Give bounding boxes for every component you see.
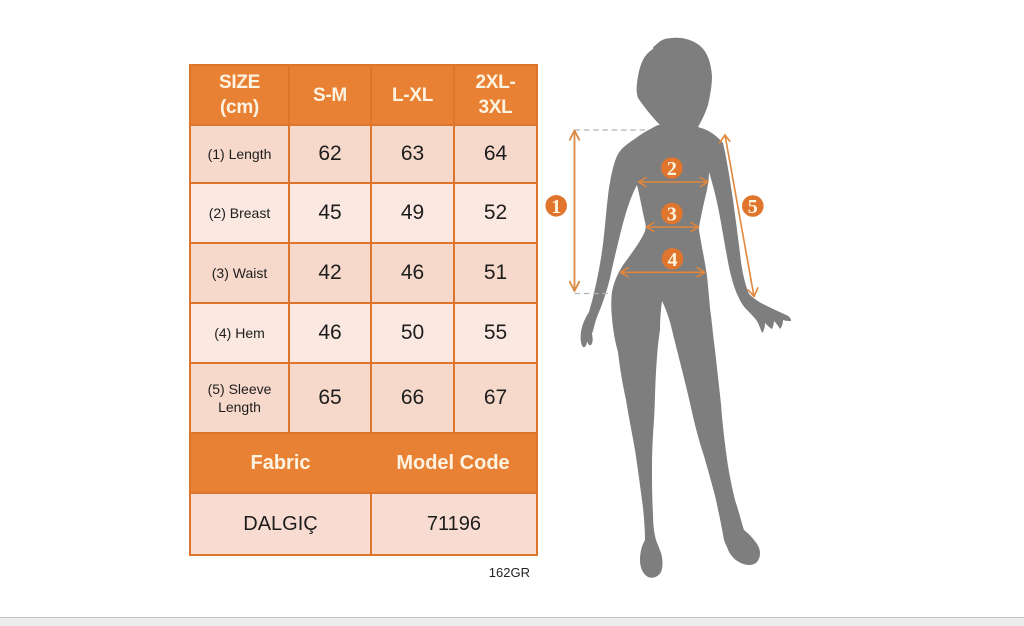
svg-text:3: 3 <box>667 204 677 226</box>
svg-text:2: 2 <box>667 158 677 180</box>
svg-text:4: 4 <box>668 249 678 271</box>
svg-text:1: 1 <box>551 196 561 218</box>
svg-text:5: 5 <box>748 196 758 218</box>
